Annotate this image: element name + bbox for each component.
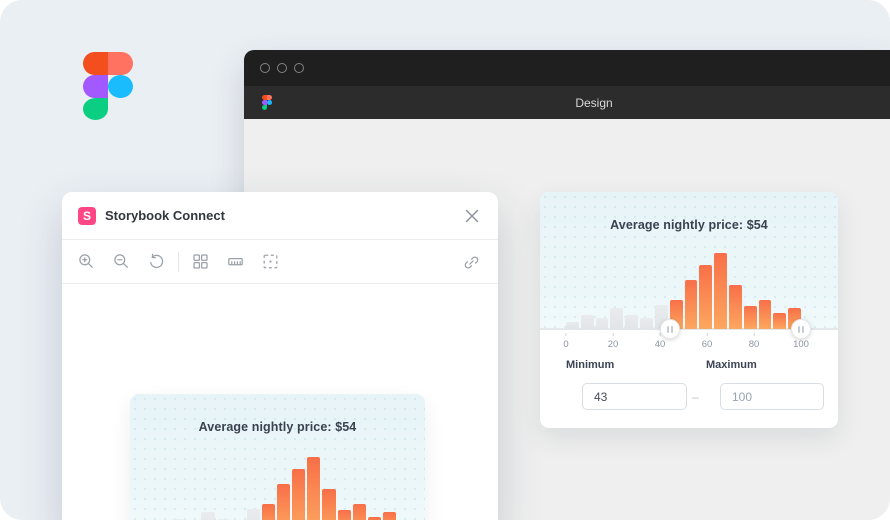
slider-track[interactable]	[540, 328, 838, 330]
histogram-bar	[595, 318, 609, 329]
histogram-bars	[156, 457, 396, 520]
histogram-bar	[743, 306, 757, 329]
figma-logo-shape	[108, 52, 133, 75]
histogram-bars	[566, 253, 801, 329]
histogram-bar	[277, 484, 291, 520]
histogram-bar	[580, 315, 594, 329]
traffic-light-close[interactable]	[260, 63, 270, 73]
figma-toolbar: Design	[244, 86, 890, 119]
histogram-bar	[246, 509, 260, 520]
zoom-out-icon[interactable]	[113, 253, 130, 270]
maximum-input[interactable]	[720, 383, 824, 410]
traffic-light-minimize[interactable]	[277, 63, 287, 73]
slider-handle-max[interactable]	[791, 319, 811, 339]
histogram-bar	[566, 322, 579, 329]
histogram-area: Average nightly price: $54	[130, 394, 425, 520]
file-title: Design	[575, 95, 613, 110]
histogram-bar	[625, 315, 639, 329]
traffic-light-maximize[interactable]	[294, 63, 304, 73]
window-titlebar	[244, 50, 890, 86]
panel-title: Storybook Connect	[105, 208, 225, 223]
card-title: Average nightly price: $54	[610, 218, 768, 232]
marquee-select-icon[interactable]	[262, 253, 279, 270]
axis-tick: 60	[702, 333, 712, 350]
storybook-connect-panel: S Storybook Connect	[62, 192, 498, 520]
histogram-bar	[699, 265, 713, 329]
close-icon[interactable]	[464, 208, 480, 224]
figma-logo	[83, 52, 133, 120]
maximum-label: Maximum	[706, 359, 757, 371]
range-separator: –	[692, 390, 699, 404]
panel-header: S Storybook Connect	[62, 192, 498, 240]
histogram-bar	[337, 510, 351, 520]
histogram-bar	[322, 489, 336, 520]
histogram-bar	[640, 318, 653, 329]
figma-logo-shape	[83, 98, 108, 120]
histogram-bar	[714, 253, 727, 329]
price-range-card-panel: Average nightly price: $54 020406080100 …	[130, 394, 425, 520]
link-icon[interactable]	[463, 254, 480, 271]
histogram-bar	[201, 512, 215, 520]
reset-zoom-icon[interactable]	[148, 253, 165, 270]
histogram-bar	[758, 300, 772, 329]
axis-tick: 0	[563, 333, 569, 350]
axis-tick: 20	[608, 333, 618, 350]
panel-toolbar	[62, 240, 498, 284]
card-title: Average nightly price: $54	[198, 420, 357, 434]
storybook-logo: S	[78, 206, 96, 225]
histogram-bar	[382, 512, 396, 520]
histogram-area: Average nightly price: $54	[540, 192, 838, 329]
histogram-bar	[292, 469, 306, 520]
histogram-bar	[684, 280, 698, 329]
minimum-label: Minimum	[566, 359, 615, 371]
histogram-bar	[728, 285, 742, 329]
figma-logo-shape	[83, 75, 108, 98]
minimum-input[interactable]	[582, 383, 687, 410]
axis-tick: 40	[655, 333, 665, 350]
zoom-in-icon[interactable]	[78, 253, 95, 270]
figma-logo-shape	[108, 75, 133, 98]
histogram-bar	[307, 457, 321, 520]
slider-handle-min[interactable]	[660, 319, 680, 339]
histogram-bar	[261, 504, 275, 520]
figma-menu-icon[interactable]	[262, 95, 272, 110]
price-range-card-canvas: Average nightly price: $54 0 20 40 60 80 100 …	[540, 192, 838, 428]
panel-body: Average nightly price: $54 020406080100 …	[62, 284, 498, 520]
ruler-icon[interactable]	[227, 253, 244, 270]
grid-icon[interactable]	[192, 253, 209, 270]
toolbar-divider	[178, 251, 179, 272]
histogram-bar	[610, 308, 624, 329]
histogram-bar	[773, 313, 787, 329]
figma-logo-shape	[83, 52, 108, 75]
histogram-bar	[367, 517, 381, 520]
x-axis: 0 20 40 60 80 100	[563, 333, 809, 357]
histogram-bar	[352, 504, 366, 520]
axis-tick: 80	[749, 333, 759, 350]
